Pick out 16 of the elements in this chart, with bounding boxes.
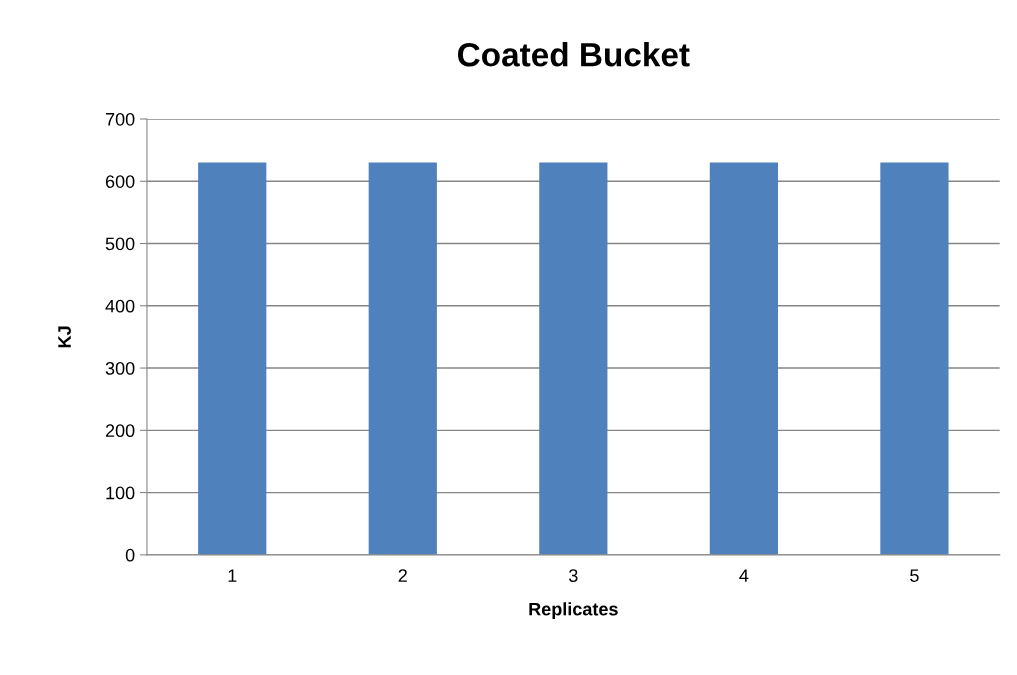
- y-tick-label: 0: [125, 548, 135, 562]
- y-axis-title: KJ: [58, 326, 71, 348]
- x-axis-title: Replicates: [529, 602, 618, 620]
- x-tick-label: 1: [228, 569, 237, 582]
- y-tick-label: 200: [105, 424, 135, 438]
- y-tick-label: 100: [106, 486, 135, 500]
- chart-title: Coated Bucket: [458, 42, 690, 67]
- x-tick-label: 3: [569, 569, 578, 582]
- x-tick-label: 2: [398, 569, 407, 582]
- y-tick-label: 400: [105, 299, 135, 313]
- x-tick-label: 4: [739, 569, 749, 582]
- y-tick-label: 600: [105, 175, 135, 188]
- y-tick-label: 300: [105, 361, 135, 375]
- y-tick-label: 500: [105, 237, 135, 251]
- x-tick-label: 5: [910, 569, 919, 582]
- y-tick-label: 700: [105, 112, 135, 126]
